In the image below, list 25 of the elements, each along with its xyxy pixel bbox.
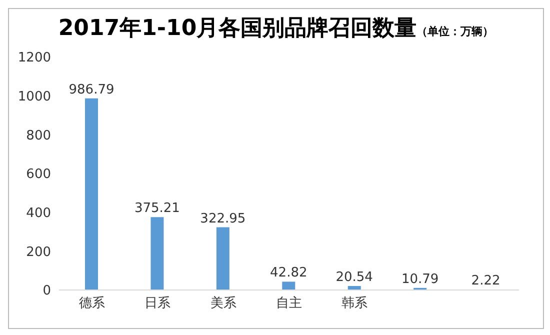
bar [85,98,98,290]
bar [216,227,230,290]
y-tick-label: 400 [26,206,51,221]
y-tick-label: 600 [26,167,51,182]
data-label: 2.22 [471,274,500,289]
x-tick-label: 德系 [78,296,105,312]
y-tick-label: 200 [26,244,51,260]
x-tick-label: 美系 [210,295,236,312]
x-tick-label: 日系 [144,296,171,312]
y-tick-label: 800 [26,128,51,144]
y-tick-label: 0 [42,284,51,299]
x-tick-label: 自主 [276,295,302,312]
data-label: 42.82 [270,266,308,281]
bar [282,282,296,290]
data-label: 986.79 [68,82,114,98]
data-label: 10.79 [401,272,439,287]
x-tick-label: 韩系 [342,296,368,312]
bar [150,217,164,290]
chart-subtitle: （单位：万辆） [416,25,494,38]
data-label: 322.95 [200,211,246,226]
y-tick-label: 1000 [18,89,51,104]
data-label: 20.54 [336,270,373,286]
chart-title: 2017年1-10月各国别品牌召回数量 [58,16,417,41]
data-label: 375.21 [134,201,180,216]
y-tick-label: 1200 [18,50,51,66]
